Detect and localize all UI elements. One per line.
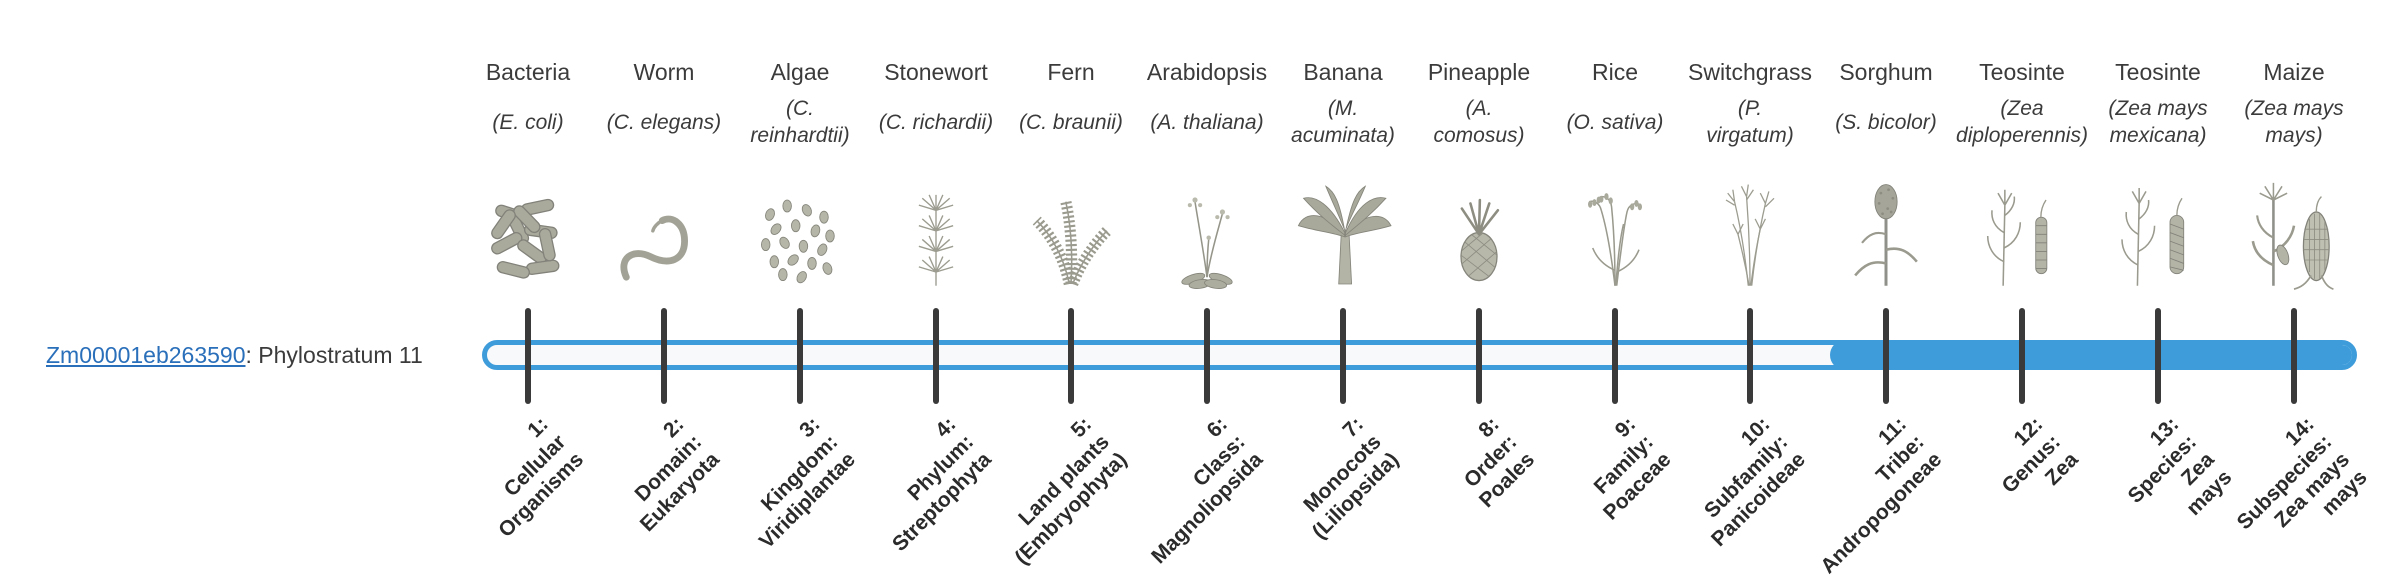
organism-name: Maize bbox=[2263, 59, 2325, 85]
tick-mark-3 bbox=[797, 308, 803, 404]
tick-mark-14 bbox=[2291, 308, 2297, 404]
tick-mark-11 bbox=[1883, 308, 1889, 404]
worm-illustration bbox=[574, 154, 754, 296]
organism-name: Algae bbox=[770, 59, 830, 85]
organism-scientific-name: (A. comosus) bbox=[1433, 97, 1525, 147]
organism-scientific-name: (A. thaliana) bbox=[1150, 110, 1264, 134]
maize-illustration bbox=[2204, 154, 2384, 296]
tick-mark-8 bbox=[1476, 308, 1482, 404]
organism-name: Fern bbox=[1047, 59, 1095, 85]
organism-column-switchgrass: Switchgrass (P. virgatum) bbox=[1660, 58, 1840, 296]
tick-mark-5 bbox=[1068, 308, 1074, 404]
bacteria-illustration bbox=[438, 154, 618, 296]
organism-column-pineapple: Pineapple (A. comosus) bbox=[1389, 58, 1569, 296]
organism-scientific-name: (P. virgatum) bbox=[1706, 97, 1794, 147]
tick-mark-9 bbox=[1612, 308, 1618, 404]
organism-name: Bacteria bbox=[485, 59, 571, 85]
organism-scientific-name: (S. bicolor) bbox=[1835, 110, 1937, 134]
organism-column-stonewort: Stonewort (C. richardii) bbox=[846, 58, 1026, 296]
organism-name: Rice bbox=[1591, 59, 1638, 85]
teosinte-illustration bbox=[1932, 154, 2112, 296]
tick-mark-13 bbox=[2155, 308, 2161, 404]
tick-mark-1 bbox=[525, 308, 531, 404]
organism-name: Teosinte bbox=[1979, 59, 2065, 85]
arabidopsis-illustration bbox=[1117, 154, 1297, 296]
organism-column-banana: Banana (M. acuminata) bbox=[1253, 58, 1433, 296]
organism-name: Arabidopsis bbox=[1146, 59, 1268, 85]
organism-scientific-name: (O. sativa) bbox=[1566, 110, 1664, 134]
organism-column-teosinte-diploperennis: Teosinte (Zea diploperennis) bbox=[1932, 58, 2112, 296]
tick-mark-10 bbox=[1747, 308, 1753, 404]
tick-mark-2 bbox=[661, 308, 667, 404]
organism-scientific-name: (C. richardii) bbox=[878, 110, 994, 134]
algae-illustration bbox=[710, 154, 890, 296]
organism-column-arabidopsis: Arabidopsis (A. thaliana) bbox=[1117, 58, 1297, 296]
organism-column-rice: Rice (O. sativa) bbox=[1525, 58, 1705, 296]
organism-name: Banana bbox=[1303, 59, 1383, 85]
organism-scientific-name: (Zea mays mays) bbox=[2244, 97, 2344, 147]
organism-name: Worm bbox=[633, 59, 695, 85]
organism-column-teosinte-mexicana: Teosinte (Zea mays mexicana) bbox=[2068, 58, 2248, 296]
organism-name: Sorghum bbox=[1839, 59, 1933, 85]
gene-phylostratum-text: : Phylostratum 11 bbox=[245, 342, 423, 368]
organism-name: Stonewort bbox=[884, 59, 988, 85]
organism-name: Pineapple bbox=[1427, 59, 1531, 85]
organism-column-worm: Worm (C. elegans) bbox=[574, 58, 754, 296]
organism-column-fern: Fern (C. braunii) bbox=[981, 58, 1161, 296]
phylostratum-bar bbox=[482, 340, 2357, 370]
banana-illustration bbox=[1253, 154, 1433, 296]
rice-illustration bbox=[1525, 154, 1705, 296]
gene-link[interactable]: Zm00001eb263590 bbox=[46, 342, 246, 368]
organism-scientific-name: (Zea mays mexicana) bbox=[2108, 97, 2208, 147]
sorghum-illustration bbox=[1796, 154, 1976, 296]
organism-scientific-name: (M. acuminata) bbox=[1291, 97, 1395, 147]
phylostratum-bar-fill bbox=[1830, 345, 2352, 365]
stonewort-illustration bbox=[846, 154, 1026, 296]
fern-illustration bbox=[981, 154, 1161, 296]
tick-mark-6 bbox=[1204, 308, 1210, 404]
switchgrass-illustration bbox=[1660, 154, 1840, 296]
organism-name: Switchgrass bbox=[1688, 59, 1812, 85]
organism-scientific-name: (E. coli) bbox=[492, 110, 564, 134]
tick-mark-4 bbox=[933, 308, 939, 404]
organism-name: Teosinte bbox=[2115, 59, 2201, 85]
teosinte-illustration bbox=[2068, 154, 2248, 296]
organism-column-maize: Maize (Zea mays mays) bbox=[2204, 58, 2384, 296]
organism-scientific-name: (Zea diploperennis) bbox=[1956, 97, 2088, 147]
organism-column-sorghum: Sorghum (S. bicolor) bbox=[1796, 58, 1976, 296]
gene-label: Zm00001eb263590: Phylostratum 11 bbox=[46, 341, 423, 369]
organism-column-bacteria: Bacteria (E. coli) bbox=[438, 58, 618, 296]
tick-mark-7 bbox=[1340, 308, 1346, 404]
organism-scientific-name: (C. braunii) bbox=[1019, 110, 1123, 134]
organism-scientific-name: (C. elegans) bbox=[606, 110, 722, 134]
pineapple-illustration bbox=[1389, 154, 1569, 296]
organism-column-algae: Algae (C. reinhardtii) bbox=[710, 58, 890, 296]
organism-scientific-name: (C. reinhardtii) bbox=[750, 97, 850, 147]
tick-mark-12 bbox=[2019, 308, 2025, 404]
